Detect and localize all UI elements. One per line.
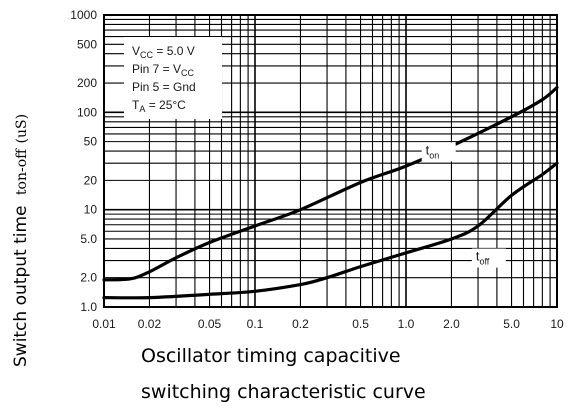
x-tick-label: 2.0 bbox=[443, 317, 460, 331]
y-axis-label-text: Switch output time bbox=[11, 206, 31, 368]
series-line-off bbox=[102, 161, 559, 300]
y-axis-label: Switch output time ton-off (uS) bbox=[11, 114, 31, 367]
series-label-off: toff bbox=[476, 249, 490, 267]
x-tick-label: 5.0 bbox=[503, 317, 520, 331]
x-tick-label: 0.05 bbox=[198, 317, 222, 331]
condition-line: VCC = 5.0 V bbox=[132, 44, 195, 60]
x-tick-label: 10 bbox=[550, 317, 564, 331]
plot-frame bbox=[103, 14, 558, 308]
condition-line: Pin 7 = VCC bbox=[132, 62, 195, 78]
x-tick-label: 1.0 bbox=[398, 317, 415, 331]
y-axis-label-symbol: ton-off bbox=[14, 148, 30, 195]
chart-caption: switching characteristic curve bbox=[141, 381, 426, 403]
y-tick-label: 1.0 bbox=[80, 300, 97, 314]
y-tick-label: 10 bbox=[84, 203, 98, 217]
y-tick-label: 5.0 bbox=[80, 232, 97, 246]
x-tick-label: 0.2 bbox=[292, 317, 309, 331]
series-label-background bbox=[471, 248, 506, 268]
series-label-on: ton bbox=[426, 142, 440, 160]
y-tick-label: 100 bbox=[77, 105, 97, 119]
conditions-box: VCC = 5.0 V Pin 7 = VCC Pin 5 = Gnd TA = 25… bbox=[124, 37, 222, 119]
x-tick-label: 0.1 bbox=[247, 317, 264, 331]
series-label-background bbox=[421, 142, 456, 162]
y-tick-label: 2.0 bbox=[80, 271, 97, 285]
condition-line: TA = 25°C bbox=[132, 98, 186, 114]
y-tick-label: 1000 bbox=[70, 8, 97, 22]
y-tick-labels: 1.0 2.0 5.0 10 20 50 100 200 500 1000 bbox=[70, 8, 97, 314]
y-axis-label-unit: (uS) bbox=[14, 114, 30, 144]
y-tick-label: 200 bbox=[77, 76, 97, 90]
y-tick-label: 20 bbox=[84, 173, 98, 187]
condition-line: Pin 5 = Gnd bbox=[132, 80, 196, 94]
x-tick-label: 0.01 bbox=[92, 317, 116, 331]
y-tick-label: 50 bbox=[84, 135, 98, 149]
curves bbox=[102, 85, 559, 300]
curve-labels: ton toff bbox=[421, 142, 506, 268]
x-axis-label: Oscillator timing capacitive bbox=[141, 345, 401, 367]
x-tick-label: 0.5 bbox=[352, 317, 369, 331]
x-tick-labels: 0.01 0.02 0.05 0.1 0.2 0.5 1.0 2.0 5.0 10 bbox=[92, 317, 564, 331]
y-tick-label: 500 bbox=[77, 37, 97, 51]
x-tick-label: 0.02 bbox=[138, 317, 162, 331]
conditions-background bbox=[124, 37, 222, 119]
series-line-on bbox=[102, 85, 559, 282]
